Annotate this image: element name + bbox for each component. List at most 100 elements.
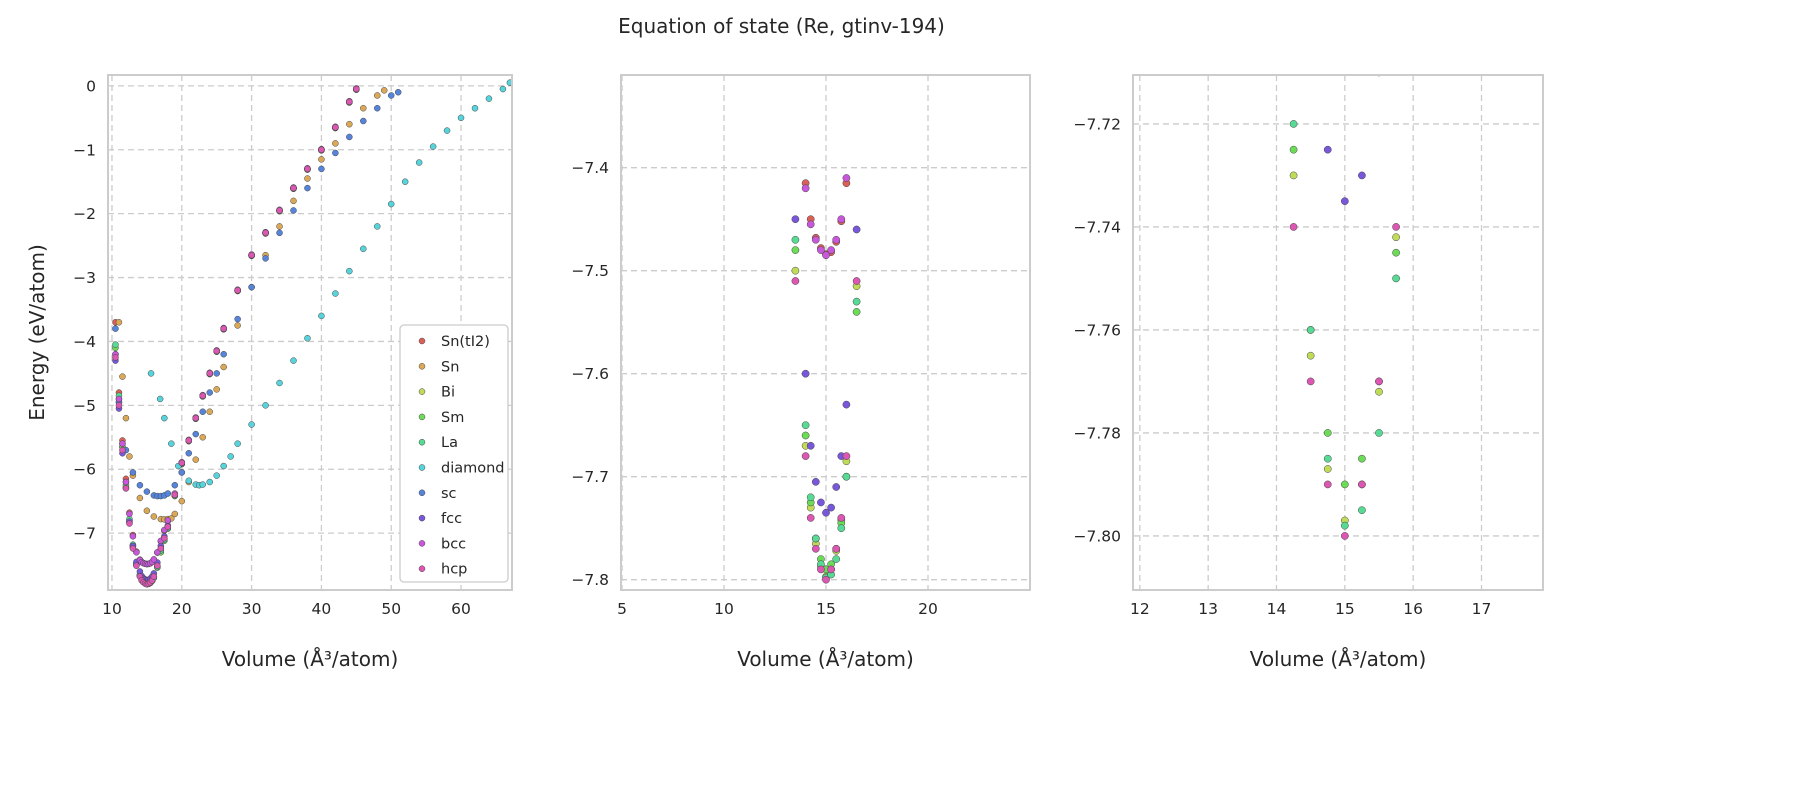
- data-point: [852, 308, 861, 316]
- data-point: [290, 207, 297, 214]
- x-tick-label: 60: [451, 600, 471, 618]
- data-point: [213, 347, 220, 355]
- data-point: [832, 483, 841, 491]
- data-point: [506, 79, 512, 86]
- x-tick-label: 20: [918, 600, 938, 618]
- data-point: [1375, 377, 1383, 386]
- data-point: [374, 92, 381, 99]
- data-point: [791, 277, 800, 285]
- data-point: [380, 87, 388, 94]
- data-point: [791, 235, 800, 244]
- data-point: [147, 370, 155, 377]
- data-point: [374, 104, 381, 112]
- data-point: [122, 478, 130, 486]
- series-Sn: [115, 87, 388, 523]
- data-point: [1375, 429, 1383, 437]
- x-tick-label: 14: [1267, 600, 1287, 618]
- data-point: [133, 562, 140, 569]
- data-point: [206, 408, 213, 415]
- legend-marker: [418, 540, 426, 547]
- data-point: [346, 267, 353, 275]
- legend-marker: [418, 413, 426, 421]
- data-point: [112, 325, 119, 332]
- data-point: [837, 215, 846, 224]
- data-point: [429, 143, 437, 150]
- series-hcp: [1289, 223, 1400, 540]
- data-point: [220, 325, 227, 332]
- data-point: [199, 392, 206, 400]
- data-point: [863, 30, 870, 37]
- data-point: [346, 120, 353, 128]
- data-point: [161, 534, 168, 542]
- data-point: [817, 498, 825, 507]
- series-hcp: [791, 0, 870, 584]
- data-point: [178, 497, 186, 505]
- y-tick-label: 0: [86, 77, 96, 95]
- data-point: [360, 117, 367, 125]
- x-tick-label: 15: [1335, 600, 1355, 618]
- y-tick-label: −7.7: [571, 468, 609, 486]
- data-point: [1307, 43, 1314, 50]
- data-point: [171, 491, 179, 499]
- data-point: [206, 370, 213, 377]
- legend-label: Sm: [441, 410, 464, 426]
- data-point: [1306, 377, 1315, 386]
- data-point: [290, 357, 297, 364]
- data-point: [290, 197, 297, 205]
- y-tick-label: −7.6: [571, 365, 609, 383]
- panel-3: 12 13 14 15 16 17 −7.72 −7.74 −7.76 −7.78 −7.80 Vol…: [1074, 43, 1544, 671]
- legend-marker: [418, 464, 426, 471]
- data-point: [801, 452, 810, 460]
- data-point: [220, 363, 227, 371]
- data-point: [1392, 274, 1400, 283]
- x-tick-label: 13: [1198, 600, 1218, 618]
- data-point: [115, 402, 123, 409]
- data-point: [122, 414, 130, 422]
- data-point: [852, 277, 861, 285]
- data-point: [827, 246, 835, 254]
- data-point: [164, 517, 172, 524]
- data-point: [136, 481, 144, 489]
- figure-title: Equation of state (Re, gtinv-194): [618, 14, 945, 38]
- data-point: [806, 493, 815, 502]
- y-tick-label: −5: [73, 397, 96, 415]
- data-point: [822, 251, 830, 260]
- legend-label: bcc: [441, 536, 466, 552]
- data-point: [185, 450, 193, 457]
- data-point: [248, 421, 255, 428]
- data-point: [126, 520, 133, 527]
- data-point: [842, 472, 851, 481]
- data-point: [206, 478, 213, 486]
- data-point: [318, 146, 325, 154]
- data-point: [262, 402, 269, 409]
- y-tick-label: −7.72: [1074, 115, 1122, 133]
- data-point: [126, 453, 133, 460]
- data-point: [360, 104, 367, 112]
- series-Bi: [1289, 171, 1400, 525]
- data-point: [1392, 248, 1400, 257]
- data-point: [126, 510, 133, 518]
- data-point: [374, 223, 381, 230]
- points: [112, 79, 512, 588]
- data-point: [817, 246, 825, 254]
- data-point: [863, 0, 870, 7]
- data-point: [346, 98, 353, 106]
- x-tick-label: 12: [1130, 600, 1150, 618]
- y-tick-label: −7.80: [1074, 527, 1122, 545]
- data-point: [276, 223, 283, 230]
- data-point: [164, 490, 172, 497]
- y-tick-label: −4: [73, 333, 96, 351]
- x-tick-label: 30: [242, 600, 262, 618]
- series-sc: [112, 89, 402, 500]
- x-tick-label: 15: [816, 600, 836, 618]
- data-point: [1289, 120, 1298, 128]
- data-point: [234, 322, 241, 329]
- data-point: [791, 215, 800, 224]
- data-point: [791, 266, 800, 275]
- data-point: [1340, 480, 1349, 489]
- legend-marker: [418, 363, 426, 370]
- data-point: [332, 124, 339, 131]
- data-point: [178, 459, 186, 467]
- data-point: [213, 472, 220, 479]
- data-point: [227, 453, 234, 460]
